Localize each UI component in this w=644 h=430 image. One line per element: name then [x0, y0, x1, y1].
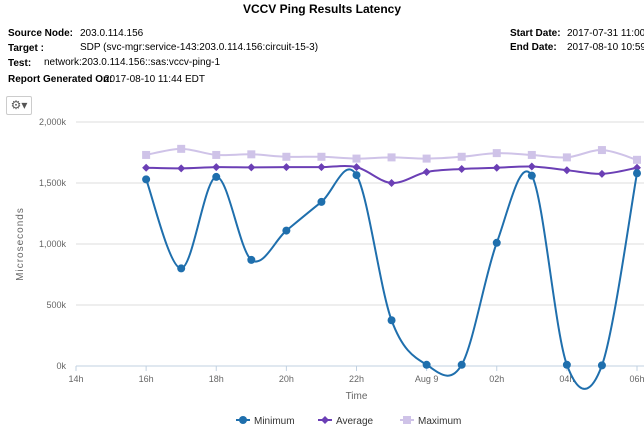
series-line-minimum [145, 168, 638, 390]
data-point-average [387, 179, 396, 187]
y-tick-label: 1,500k [39, 178, 67, 188]
y-tick-label: 0k [56, 361, 66, 371]
data-point-average [177, 164, 186, 173]
x-tick-label: 16h [139, 374, 154, 384]
data-point-minimum [177, 264, 186, 273]
data-point-average [142, 163, 151, 172]
test-label: Test: [8, 58, 32, 69]
data-point-minimum [457, 360, 466, 369]
data-point-minimum [633, 169, 641, 178]
x-tick-label: 22h [349, 374, 364, 384]
test-value: network:203.0.114.156::sas:vccv-ping-1 [44, 57, 221, 68]
x-tick-label: 18h [209, 374, 224, 384]
y-tick-label: 2,000k [39, 117, 67, 127]
data-point-average [247, 163, 256, 172]
data-point-minimum [597, 361, 606, 370]
end-date-value: 2017-08-10 10:59 [567, 42, 644, 53]
data-point-average [527, 162, 536, 171]
x-tick-label: 06h [629, 374, 644, 384]
end-date-label: End Date: [510, 42, 557, 53]
target-value: SDP (svc-mgr:service-143:203.0.114.156:c… [80, 42, 319, 53]
data-point-minimum [247, 255, 256, 264]
gears-icon[interactable]: ⚙▾ [6, 96, 32, 115]
data-point-maximum [457, 152, 466, 161]
data-point-maximum [562, 153, 571, 162]
legend-item-minimum: Minimum [254, 416, 295, 427]
x-tick-label: Aug 9 [415, 374, 439, 384]
start-date-value: 2017-07-31 11:00 [567, 28, 644, 39]
data-point-minimum [317, 197, 326, 206]
data-point-maximum [317, 152, 326, 161]
data-point-average [317, 163, 326, 172]
data-point-minimum [352, 171, 361, 180]
data-point-maximum [352, 154, 361, 163]
data-point-maximum [212, 150, 221, 159]
data-point-minimum [387, 316, 396, 325]
data-point-maximum [142, 150, 151, 159]
y-axis-title: Microseconds [15, 207, 26, 281]
data-point-average [597, 169, 606, 178]
data-point-maximum [492, 149, 501, 158]
legend-item-maximum: Maximum [418, 416, 461, 427]
data-point-minimum [212, 172, 221, 181]
y-tick-label: 1,000k [39, 239, 67, 249]
data-point-minimum [142, 175, 151, 184]
target-label: Target : [8, 43, 44, 54]
data-point-maximum [387, 153, 396, 162]
data-point-average [212, 163, 221, 172]
data-point-average [352, 163, 361, 172]
data-point-average [492, 163, 501, 172]
legend-marker-maximum [403, 416, 411, 424]
x-tick-label: 20h [279, 374, 294, 384]
legend-marker-minimum [239, 416, 247, 424]
generated-label: Report Generated On: [8, 74, 113, 85]
data-point-maximum [282, 152, 291, 161]
data-point-maximum [247, 150, 256, 159]
x-tick-label: 14h [68, 374, 83, 384]
data-point-average [422, 168, 431, 177]
data-point-maximum [527, 150, 536, 159]
legend-marker-average [321, 416, 329, 424]
data-point-average [633, 163, 641, 172]
report-title: VCCV Ping Results Latency [242, 2, 402, 16]
data-point-minimum [527, 171, 536, 180]
data-point-minimum [562, 360, 571, 369]
y-tick-label: 500k [46, 300, 66, 310]
data-point-maximum [633, 155, 641, 164]
data-point-maximum [177, 144, 186, 153]
generated-value: 2017-08-10 11:44 EDT [104, 74, 205, 85]
source-node-label: Source Node: [8, 28, 74, 39]
data-point-average [282, 163, 291, 172]
start-date-label: Start Date: [510, 28, 561, 39]
data-point-maximum [597, 146, 606, 155]
data-point-minimum [492, 238, 501, 247]
data-point-minimum [422, 360, 431, 369]
data-point-average [562, 166, 571, 175]
data-point-minimum [282, 226, 291, 235]
x-tick-label: 02h [489, 374, 504, 384]
legend-item-average: Average [336, 416, 374, 427]
x-tick-label: 04h [559, 374, 574, 384]
x-axis-title: Time [346, 391, 368, 402]
data-point-average [457, 164, 466, 173]
data-point-maximum [422, 154, 431, 163]
source-node-value: 203.0.114.156 [80, 28, 144, 39]
